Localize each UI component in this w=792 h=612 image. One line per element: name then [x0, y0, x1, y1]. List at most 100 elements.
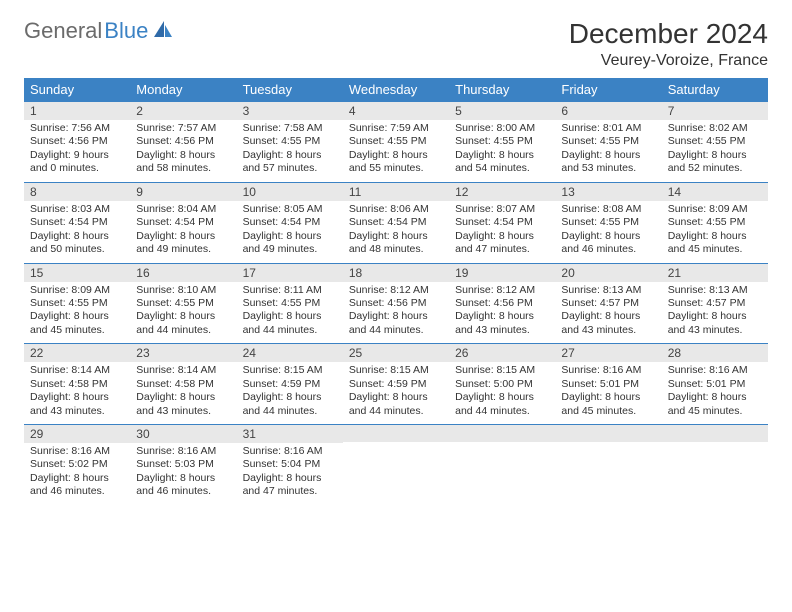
day-details: Sunrise: 8:09 AMSunset: 4:55 PMDaylight:…: [24, 282, 130, 344]
day-number: 22: [24, 344, 130, 362]
day-number: 24: [237, 344, 343, 362]
day-number: 18: [343, 264, 449, 282]
calendar-day-cell: 11Sunrise: 8:06 AMSunset: 4:54 PMDayligh…: [343, 182, 449, 263]
calendar-day-cell: 28Sunrise: 8:16 AMSunset: 5:01 PMDayligh…: [662, 344, 768, 425]
sunset-text: Sunset: 4:55 PM: [349, 135, 443, 148]
day-details: [662, 442, 768, 500]
weekday-header: Tuesday: [237, 78, 343, 102]
sunrise-text: Sunrise: 8:15 AM: [349, 364, 443, 377]
daylight-text: Daylight: 8 hours and 43 minutes.: [668, 310, 762, 337]
day-details: Sunrise: 8:16 AMSunset: 5:02 PMDaylight:…: [24, 443, 130, 505]
sunset-text: Sunset: 4:55 PM: [30, 297, 124, 310]
sunrise-text: Sunrise: 8:00 AM: [455, 122, 549, 135]
sunset-text: Sunset: 4:55 PM: [455, 135, 549, 148]
sunset-text: Sunset: 5:03 PM: [136, 458, 230, 471]
sunrise-text: Sunrise: 7:56 AM: [30, 122, 124, 135]
calendar-week-row: 22Sunrise: 8:14 AMSunset: 4:58 PMDayligh…: [24, 344, 768, 425]
sunrise-text: Sunrise: 8:05 AM: [243, 203, 337, 216]
calendar-day-cell: 14Sunrise: 8:09 AMSunset: 4:55 PMDayligh…: [662, 182, 768, 263]
sunrise-text: Sunrise: 8:16 AM: [136, 445, 230, 458]
calendar-day-cell: 4Sunrise: 7:59 AMSunset: 4:55 PMDaylight…: [343, 102, 449, 183]
sunset-text: Sunset: 4:56 PM: [30, 135, 124, 148]
day-number: 9: [130, 183, 236, 201]
sunset-text: Sunset: 4:54 PM: [136, 216, 230, 229]
weekday-header: Monday: [130, 78, 236, 102]
sunrise-text: Sunrise: 8:08 AM: [561, 203, 655, 216]
sunset-text: Sunset: 5:00 PM: [455, 378, 549, 391]
calendar-day-cell: 1Sunrise: 7:56 AMSunset: 4:56 PMDaylight…: [24, 102, 130, 183]
day-details: Sunrise: 8:13 AMSunset: 4:57 PMDaylight:…: [662, 282, 768, 344]
day-details: Sunrise: 7:57 AMSunset: 4:56 PMDaylight:…: [130, 120, 236, 182]
calendar-day-cell: 16 Sunrise: 8:10 AMSunset: 4:55 PMDayligh…: [130, 263, 236, 344]
sunrise-text: Sunrise: 8:12 AM: [349, 284, 443, 297]
daylight-text: Daylight: 8 hours and 48 minutes.: [349, 230, 443, 257]
sunset-text: Sunset: 4:55 PM: [136, 297, 230, 310]
sunset-text: Sunset: 4:58 PM: [136, 378, 230, 391]
sunrise-text: Sunrise: 8:03 AM: [30, 203, 124, 216]
sunrise-text: Sunrise: 8:10 AM: [136, 284, 230, 297]
day-details: Sunrise: 8:12 AMSunset: 4:56 PMDaylight:…: [343, 282, 449, 344]
daylight-text: Daylight: 8 hours and 49 minutes.: [243, 230, 337, 257]
sunrise-text: Sunrise: 8:01 AM: [561, 122, 655, 135]
calendar-week-row: 1 Sunrise: 7:56 AMSunset: 4:56 PM Daylight…: [24, 102, 768, 183]
day-number: [662, 425, 768, 442]
day-details: Sunrise: 8:05 AMSunset: 4:54 PMDaylight:…: [237, 201, 343, 263]
calendar-day-cell: 29Sunrise: 8:16 AMSunset: 5:02 PMDayligh…: [24, 425, 130, 505]
sunset-text: Sunset: 4:54 PM: [455, 216, 549, 229]
day-details: Sunrise: 8:04 AMSunset: 4:54 PMDaylight:…: [130, 201, 236, 263]
weekday-header: Thursday: [449, 78, 555, 102]
sunset-text: Sunset: 4:55 PM: [561, 135, 655, 148]
day-details: Sunrise: 8:15 AMSunset: 4:59 PMDaylight:…: [237, 362, 343, 424]
day-details: Sunrise: 8:12 AMSunset: 4:56 PMDaylight:…: [449, 282, 555, 344]
daylight-text: Daylight: 8 hours and 45 minutes.: [668, 391, 762, 418]
sunset-text: Sunset: 4:57 PM: [668, 297, 762, 310]
day-details: Sunrise: 8:14 AMSunset: 4:58 PMDaylight:…: [24, 362, 130, 424]
sunrise-text: Sunrise: 8:16 AM: [243, 445, 337, 458]
day-details: [449, 442, 555, 500]
daylight-text: Daylight: 8 hours and 58 minutes.: [136, 149, 230, 176]
sunset-text: Sunset: 4:56 PM: [455, 297, 549, 310]
calendar-day-cell: 2Sunrise: 7:57 AMSunset: 4:56 PMDaylight…: [130, 102, 236, 183]
day-number: 27: [555, 344, 661, 362]
day-number: 11: [343, 183, 449, 201]
day-number: 25: [343, 344, 449, 362]
day-details: Sunrise: 7:59 AMSunset: 4:55 PMDaylight:…: [343, 120, 449, 182]
page-header: GeneralBlue December 2024 Veurey-Voroize…: [24, 18, 768, 70]
day-details: Sunrise: 8:16 AMSunset: 5:01 PMDaylight:…: [555, 362, 661, 424]
sunrise-text: Sunrise: 8:16 AM: [668, 364, 762, 377]
day-details: Sunrise: 8:03 AMSunset: 4:54 PMDaylight:…: [24, 201, 130, 263]
day-number: 17: [237, 264, 343, 282]
daylight-text: Daylight: 8 hours and 45 minutes.: [668, 230, 762, 257]
sunset-text: Sunset: 4:55 PM: [668, 216, 762, 229]
weekday-header: Wednesday: [343, 78, 449, 102]
day-number: 6: [555, 102, 661, 120]
sunrise-text: Sunrise: 7:59 AM: [349, 122, 443, 135]
calendar-day-cell: 21Sunrise: 8:13 AMSunset: 4:57 PMDayligh…: [662, 263, 768, 344]
calendar-week-row: 15Sunrise: 8:09 AMSunset: 4:55 PMDayligh…: [24, 263, 768, 344]
daylight-text: Daylight: 8 hours and 46 minutes.: [30, 472, 124, 499]
calendar-day-cell: 31Sunrise: 8:16 AMSunset: 5:04 PMDayligh…: [237, 425, 343, 505]
day-details: Sunrise: 8:07 AMSunset: 4:54 PMDaylight:…: [449, 201, 555, 263]
sunset-text: Sunset: 4:59 PM: [243, 378, 337, 391]
sunrise-text: Sunrise: 8:15 AM: [243, 364, 337, 377]
day-number: 1: [24, 102, 130, 120]
day-number: 2: [130, 102, 236, 120]
title-block: December 2024 Veurey-Voroize, France: [569, 18, 768, 70]
day-number: 28: [662, 344, 768, 362]
daylight-text: Daylight: 8 hours and 45 minutes.: [30, 310, 124, 337]
day-number: 16: [130, 264, 236, 282]
daylight-text: Daylight: 8 hours and 44 minutes.: [349, 391, 443, 418]
calendar-day-cell: 22Sunrise: 8:14 AMSunset: 4:58 PMDayligh…: [24, 344, 130, 425]
day-number: 30: [130, 425, 236, 443]
sunrise-text: Sunrise: 8:02 AM: [668, 122, 762, 135]
weekday-header: Sunday: [24, 78, 130, 102]
day-number: 29: [24, 425, 130, 443]
day-details: Sunrise: 8:15 AMSunset: 4:59 PMDaylight:…: [343, 362, 449, 424]
sail-icon: [152, 19, 174, 44]
day-number: 31: [237, 425, 343, 443]
calendar-day-cell: 18Sunrise: 8:12 AMSunset: 4:56 PMDayligh…: [343, 263, 449, 344]
day-number: 10: [237, 183, 343, 201]
daylight-text: Daylight: 8 hours and 44 minutes.: [136, 310, 230, 337]
daylight-text: Daylight: 8 hours and 43 minutes.: [561, 310, 655, 337]
daylight-text: Daylight: 8 hours and 45 minutes.: [561, 391, 655, 418]
